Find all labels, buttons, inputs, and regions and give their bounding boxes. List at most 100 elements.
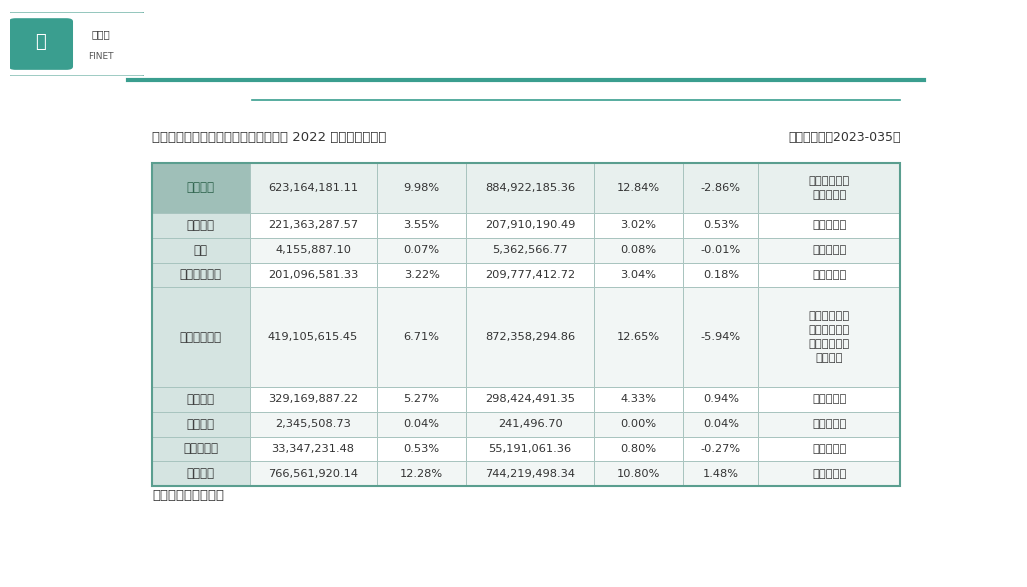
Bar [250,163,377,213]
Bar [466,437,594,461]
Bar [594,437,683,461]
Text: 209,777,412.72: 209,777,412.72 [485,270,575,280]
Text: 0.18%: 0.18% [702,270,738,280]
Text: FINET: FINET [88,52,114,62]
Bar [152,213,250,238]
Bar [594,288,683,387]
Text: 3.22%: 3.22% [404,270,440,280]
Text: 0.07%: 0.07% [404,245,440,255]
Text: 使用权资产: 使用权资产 [184,443,219,456]
Bar [683,262,758,288]
Bar [683,387,758,411]
Text: 0.94%: 0.94% [702,394,738,404]
Text: -5.94%: -5.94% [700,332,740,342]
Bar [377,387,466,411]
Text: -0.01%: -0.01% [700,245,741,255]
Bar [466,387,594,411]
Text: 872,358,294.86: 872,358,294.86 [485,332,575,342]
Text: 无重大变化: 无重大变化 [812,444,846,454]
Bar [377,213,466,238]
Text: 0.80%: 0.80% [620,444,656,454]
Bar [152,387,250,411]
Bar [152,288,250,387]
Bar [250,411,377,437]
Bar [377,163,466,213]
Bar [594,387,683,411]
Bar [250,461,377,486]
Bar [683,411,758,437]
Bar [594,238,683,262]
Text: 華: 華 [36,33,46,51]
Bar [758,262,901,288]
Text: 固定资产: 固定资产 [187,393,215,406]
Bar [377,238,466,262]
Bar [758,213,901,238]
Text: 0.04%: 0.04% [404,419,440,429]
Text: 1.48%: 1.48% [702,469,738,479]
Bar [152,262,250,288]
Bar [152,163,250,213]
Bar [250,238,377,262]
Bar [758,288,901,387]
Bar [594,461,683,486]
Text: 298,424,491.35: 298,424,491.35 [485,394,575,404]
Text: 0.53%: 0.53% [702,220,738,230]
Bar [594,213,683,238]
Bar [152,437,250,461]
Text: 623,164,181.11: 623,164,181.11 [268,183,358,193]
Bar [466,461,594,486]
Bar [758,461,901,486]
Bar [377,461,466,486]
Text: 无重大变化: 无重大变化 [812,220,846,230]
Bar [377,411,466,437]
Bar [758,238,901,262]
Text: 货币资金: 货币资金 [187,181,215,194]
Text: 0.53%: 0.53% [404,444,440,454]
Text: 财華社: 财華社 [91,29,111,39]
Text: 存货: 存货 [194,244,207,257]
Text: 4.33%: 4.33% [620,394,656,404]
Text: 221,363,287.57: 221,363,287.57 [268,220,358,230]
Bar [758,387,901,411]
Text: 无重大变化: 无重大变化 [812,469,846,479]
Text: 207,910,190.49: 207,910,190.49 [485,220,575,230]
Bar [683,163,758,213]
Bar [466,288,594,387]
Bar [377,262,466,288]
Bar [250,213,377,238]
Text: 12.28%: 12.28% [401,469,444,479]
Text: 3.55%: 3.55% [404,220,440,230]
Text: 329,169,887.22: 329,169,887.22 [268,394,358,404]
Bar [683,461,758,486]
Text: （公告编号：2023-035）: （公告编号：2023-035） [788,131,901,144]
Bar [377,437,466,461]
Text: 无重大变化: 无重大变化 [812,419,846,429]
Text: 无重大变化: 无重大变化 [812,245,846,255]
Bar [594,163,683,213]
Bar [683,437,758,461]
Bar [152,163,901,486]
Text: （来源：公司年报）: （来源：公司年报） [152,489,224,502]
Text: 0.00%: 0.00% [620,419,656,429]
Text: 5,362,566.77: 5,362,566.77 [492,245,568,255]
Text: -2.86%: -2.86% [700,183,740,193]
Text: 12.84%: 12.84% [617,183,660,193]
Bar [594,262,683,288]
Bar [250,387,377,411]
Text: 33,347,231.48: 33,347,231.48 [271,444,354,454]
Bar [250,288,377,387]
Text: 12.65%: 12.65% [617,332,660,342]
Text: 201,096,581.33: 201,096,581.33 [268,270,358,280]
Text: 无重大变化: 无重大变化 [812,270,846,280]
Text: 9.98%: 9.98% [404,183,440,193]
FancyBboxPatch shape [9,18,73,70]
Bar [250,262,377,288]
Text: 无重大变化: 无重大变化 [812,394,846,404]
Text: 浙江金科汤姆猫文化产业股份有限公司 2022 年年度报告全文: 浙江金科汤姆猫文化产业股份有限公司 2022 年年度报告全文 [152,131,386,144]
Text: 241,496.70: 241,496.70 [498,419,563,429]
Bar [466,238,594,262]
Text: 744,219,498.34: 744,219,498.34 [485,469,575,479]
Text: 应收账款: 应收账款 [187,219,215,232]
Bar [466,262,594,288]
Text: 3.02%: 3.02% [620,220,656,230]
